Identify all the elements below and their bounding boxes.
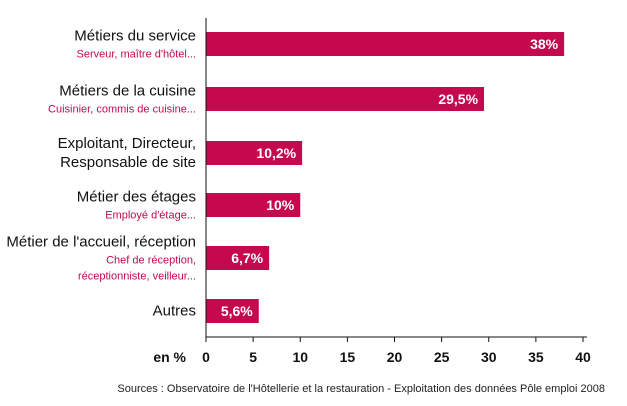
category-label: Métiers de la cuisine (59, 83, 196, 100)
category-label: Métiers du service (74, 28, 196, 45)
category-sublabel: Employé d'étage... (105, 210, 196, 222)
x-tick-label: 0 (202, 349, 210, 365)
x-axis: 0 5 10 15 20 25 30 35 40 (202, 18, 591, 365)
category-sublabel: Chef de réception, (106, 255, 196, 267)
x-axis-unit-label: en % (153, 349, 186, 365)
bar-value-label: 6,7% (231, 250, 263, 266)
category-label: Métier des étages (77, 189, 196, 206)
x-tick-label: 30 (481, 349, 497, 365)
category-labels-group: Métiers du service Serveur, maître d'hôte… (6, 28, 196, 320)
bar (206, 193, 301, 217)
bar-value-label: 10% (266, 197, 295, 213)
bar (206, 141, 303, 165)
category-label: Autres (153, 303, 196, 320)
category-sublabel: réceptionniste, veilleur... (78, 271, 196, 283)
category-sublabel: Serveur, maître d'hôtel... (77, 49, 197, 61)
x-tick-label: 5 (249, 349, 257, 365)
bar (206, 246, 270, 270)
category-sublabel: Cuisinier, commis de cuisine... (48, 104, 196, 116)
x-tick-label: 35 (528, 349, 544, 365)
bar (206, 299, 259, 323)
bar-value-label: 10,2% (256, 145, 296, 161)
bars-group: 38% 29,5% 10,2% 10% 6,7% 5,6% (206, 32, 565, 323)
bar-value-label: 29,5% (438, 91, 478, 107)
x-tick-label: 10 (292, 349, 308, 365)
x-tick-label: 40 (575, 349, 591, 365)
bar-value-label: 5,6% (221, 303, 253, 319)
source-note: Sources : Observatoire de l'Hôtellerie e… (117, 383, 605, 395)
category-label: Métier de l'accueil, réception (6, 234, 196, 251)
x-tick-label: 25 (434, 349, 450, 365)
bar (206, 87, 485, 111)
category-label: Exploitant, Directeur, (58, 135, 196, 152)
x-tick-label: 15 (340, 349, 356, 365)
x-tick-label: 20 (387, 349, 403, 365)
bar-value-label: 38% (530, 36, 559, 52)
category-label: Responsable de site (60, 154, 196, 171)
bar (206, 32, 565, 56)
